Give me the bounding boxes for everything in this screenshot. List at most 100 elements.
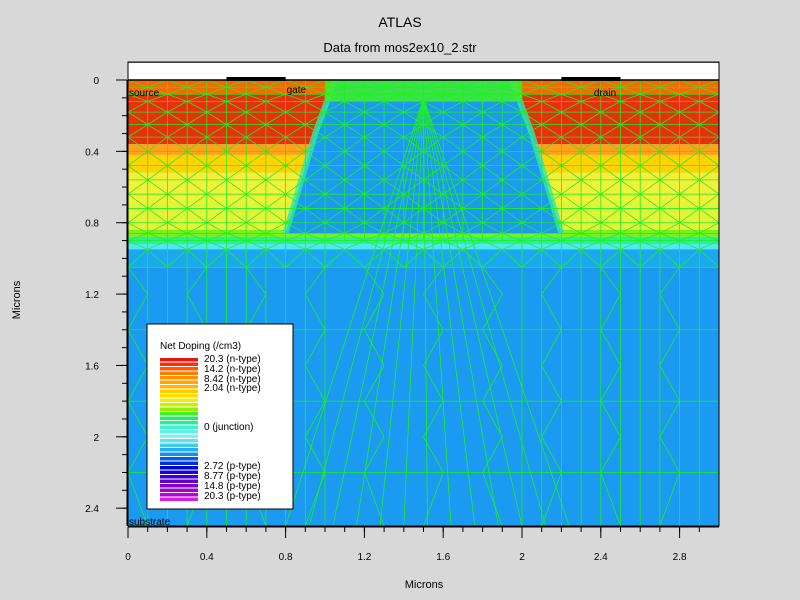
- mesh-d-22-21: [541, 472, 562, 527]
- mesh-d-3-13: [383, 101, 404, 113]
- mesh-d-10-24: [600, 193, 621, 209]
- mesh-d-0-1: [147, 79, 168, 88]
- mesh-d-7-7: [265, 151, 286, 166]
- mesh-d-4-12: [364, 111, 385, 125]
- mesh-d-11-28: [679, 208, 700, 224]
- mesh-d-8-22: [561, 165, 582, 181]
- mesh-d-17-21: [541, 293, 562, 330]
- mesh-d-1-2: [167, 86, 188, 95]
- legend-swatch-15: [160, 425, 198, 429]
- mesh-d-11-23: [580, 208, 602, 224]
- mesh-d-10-9: [305, 193, 326, 209]
- mesh-d-7-5: [226, 151, 247, 166]
- legend-entry-4: 0 (junction): [204, 422, 253, 433]
- mesh-d-6-19: [502, 136, 523, 152]
- mesh-d-11-25: [620, 208, 641, 224]
- mesh-d-11-10: [324, 208, 345, 224]
- legend-swatch-16: [160, 430, 198, 434]
- legend-swatch-23: [160, 461, 198, 465]
- y-tick-label-5: 2: [93, 433, 99, 444]
- mesh-d-3-20: [521, 101, 542, 113]
- mesh-d-7-3: [186, 151, 208, 166]
- x-tick-label-5: 2: [519, 552, 525, 563]
- mesh-d-6-8: [285, 136, 306, 152]
- mesh-d-2-26: [640, 93, 661, 102]
- mesh-d-7-17: [462, 151, 483, 166]
- mesh-d-6-26: [639, 136, 661, 152]
- mesh-d-5-4: [206, 124, 227, 138]
- mesh-d-10-0: [127, 193, 148, 209]
- mesh-d-3-18: [482, 101, 503, 113]
- mesh-d-2-10: [324, 93, 345, 102]
- mesh-d-10-29: [699, 193, 720, 209]
- mesh-d-15-5: [226, 249, 247, 268]
- legend-entry-6: 8.77 (p-type): [204, 471, 261, 482]
- mesh-d-15-18: [482, 249, 503, 268]
- mesh-d-3-1: [147, 101, 168, 113]
- mesh-d-10-19: [502, 193, 523, 209]
- legend-swatch-5: [160, 380, 198, 384]
- legend-entry-5: 2.72 (p-type): [204, 461, 261, 472]
- mesh-d-5-8: [285, 124, 306, 138]
- mesh-d-14-25: [620, 240, 641, 250]
- mesh-d-1-20: [521, 86, 542, 95]
- mesh-d-19-27: [659, 365, 680, 402]
- mesh-d-7-19: [502, 151, 523, 166]
- mesh-d-11-21: [541, 208, 562, 224]
- mesh-d-11-18: [482, 208, 503, 224]
- mesh-d-9-11: [344, 179, 365, 195]
- mesh-d-18-12: [364, 329, 385, 366]
- mesh-d-2-9: [305, 93, 326, 102]
- mesh-d-15-7: [265, 249, 286, 268]
- mesh-d-11-11: [344, 208, 365, 224]
- mesh-d-3-28: [679, 101, 700, 113]
- mesh-d-6-29: [699, 136, 720, 152]
- mesh-d-3-12: [364, 101, 385, 113]
- mesh-d-0-4: [206, 79, 227, 88]
- mesh-d-3-23: [580, 101, 601, 113]
- mesh-d-15-19: [502, 249, 523, 268]
- mesh-d-14-28: [679, 240, 700, 250]
- mesh-d-4-14: [403, 111, 424, 125]
- mesh-d-3-3: [186, 101, 207, 113]
- mesh-d-1-8: [285, 86, 306, 95]
- mesh-d-9-17: [462, 179, 483, 195]
- mesh-d-5-9: [305, 124, 326, 138]
- mesh-d-15-15: [423, 249, 444, 268]
- legend-swatch-4: [160, 376, 198, 380]
- legend-swatch-12: [160, 412, 198, 416]
- mesh-d-13-8: [285, 233, 306, 241]
- mesh-d-7-13: [383, 151, 405, 166]
- mesh-d-10-7: [265, 193, 286, 209]
- legend-swatch-18: [160, 439, 198, 443]
- mesh-d-10-8: [285, 193, 306, 209]
- mesh-d-0-5: [226, 79, 247, 88]
- mesh-d-15-20: [521, 249, 542, 268]
- mesh-d-16-18: [482, 267, 503, 295]
- mesh-d-14-12: [364, 240, 385, 250]
- mesh-d-2-3: [186, 93, 207, 102]
- mesh-d-1-9: [305, 86, 326, 95]
- mesh-d-3-15: [423, 101, 444, 113]
- mesh-d-11-22: [561, 208, 582, 224]
- mesh-d-1-1: [147, 86, 168, 95]
- mesh-d-9-9: [305, 179, 326, 195]
- mesh-d-9-25: [620, 179, 641, 195]
- x-tick-label-4: 1.6: [436, 552, 450, 563]
- mesh-d-14-3: [186, 240, 207, 250]
- legend-entry-3: 2.04 (n-type): [204, 383, 261, 394]
- mesh-d-18-18: [482, 329, 503, 366]
- legend-entry-8: 20.3 (p-type): [204, 491, 261, 502]
- mesh-d-20-9: [304, 400, 326, 437]
- mesh-d-12-2: [167, 222, 188, 234]
- mesh-d-9-16: [442, 179, 464, 195]
- x-tick-label-1: 0.4: [200, 552, 214, 563]
- mesh-d-7-12: [364, 151, 385, 166]
- mesh-d-10-28: [679, 193, 700, 209]
- mesh-d-5-11: [344, 124, 365, 138]
- mesh-d-12-26: [640, 222, 661, 234]
- mesh-d-13-0: [127, 233, 148, 241]
- mesh-d-13-9: [305, 233, 326, 241]
- mesh-d-21-21: [541, 436, 562, 473]
- mesh-d-9-0: [127, 179, 148, 195]
